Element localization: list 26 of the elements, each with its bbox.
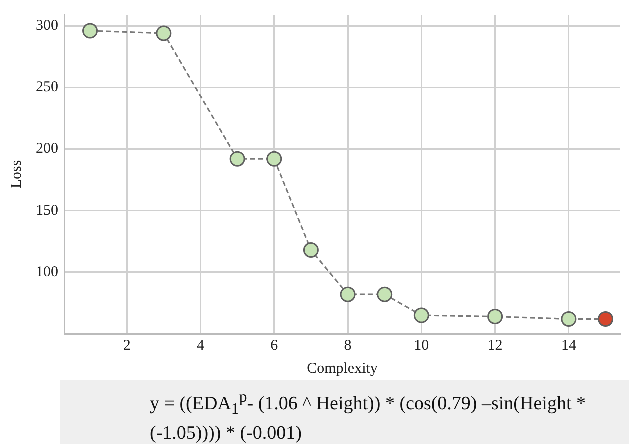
x-tick-label: 10 bbox=[414, 338, 430, 354]
point bbox=[82, 23, 98, 39]
y-tick-label: 200 bbox=[36, 141, 58, 158]
x-tick-label: 4 bbox=[196, 338, 205, 354]
point bbox=[488, 309, 504, 325]
x-tick-label: 2 bbox=[123, 338, 131, 354]
point bbox=[156, 26, 172, 42]
text: y = ((EDA$_{1}$$^{p}$- (1.06 ^ Height)) * (cos(0.79) –sin(Height * (-1.05)))) * (-0.001) bbox=[150, 388, 587, 444]
x-tick-label: 8 bbox=[344, 338, 352, 354]
x-axis-title: Complexity bbox=[307, 360, 378, 377]
x-tick-label: 14 bbox=[561, 338, 577, 354]
point bbox=[340, 286, 356, 302]
point bbox=[377, 286, 393, 302]
point bbox=[230, 151, 246, 167]
point bbox=[266, 151, 282, 167]
y-tick-label: 150 bbox=[36, 202, 58, 219]
y-axis-title: Loss bbox=[8, 160, 25, 189]
point bbox=[561, 311, 577, 327]
x-tick-label: 12 bbox=[488, 338, 503, 354]
point bbox=[414, 308, 430, 324]
x-tick-label: 6 bbox=[270, 338, 279, 354]
y-tick-label: 250 bbox=[36, 80, 58, 96]
point bbox=[598, 311, 614, 327]
y-tick-label: 300 bbox=[36, 18, 58, 34]
y-tick-label: 100 bbox=[36, 264, 58, 280]
point bbox=[303, 242, 319, 258]
